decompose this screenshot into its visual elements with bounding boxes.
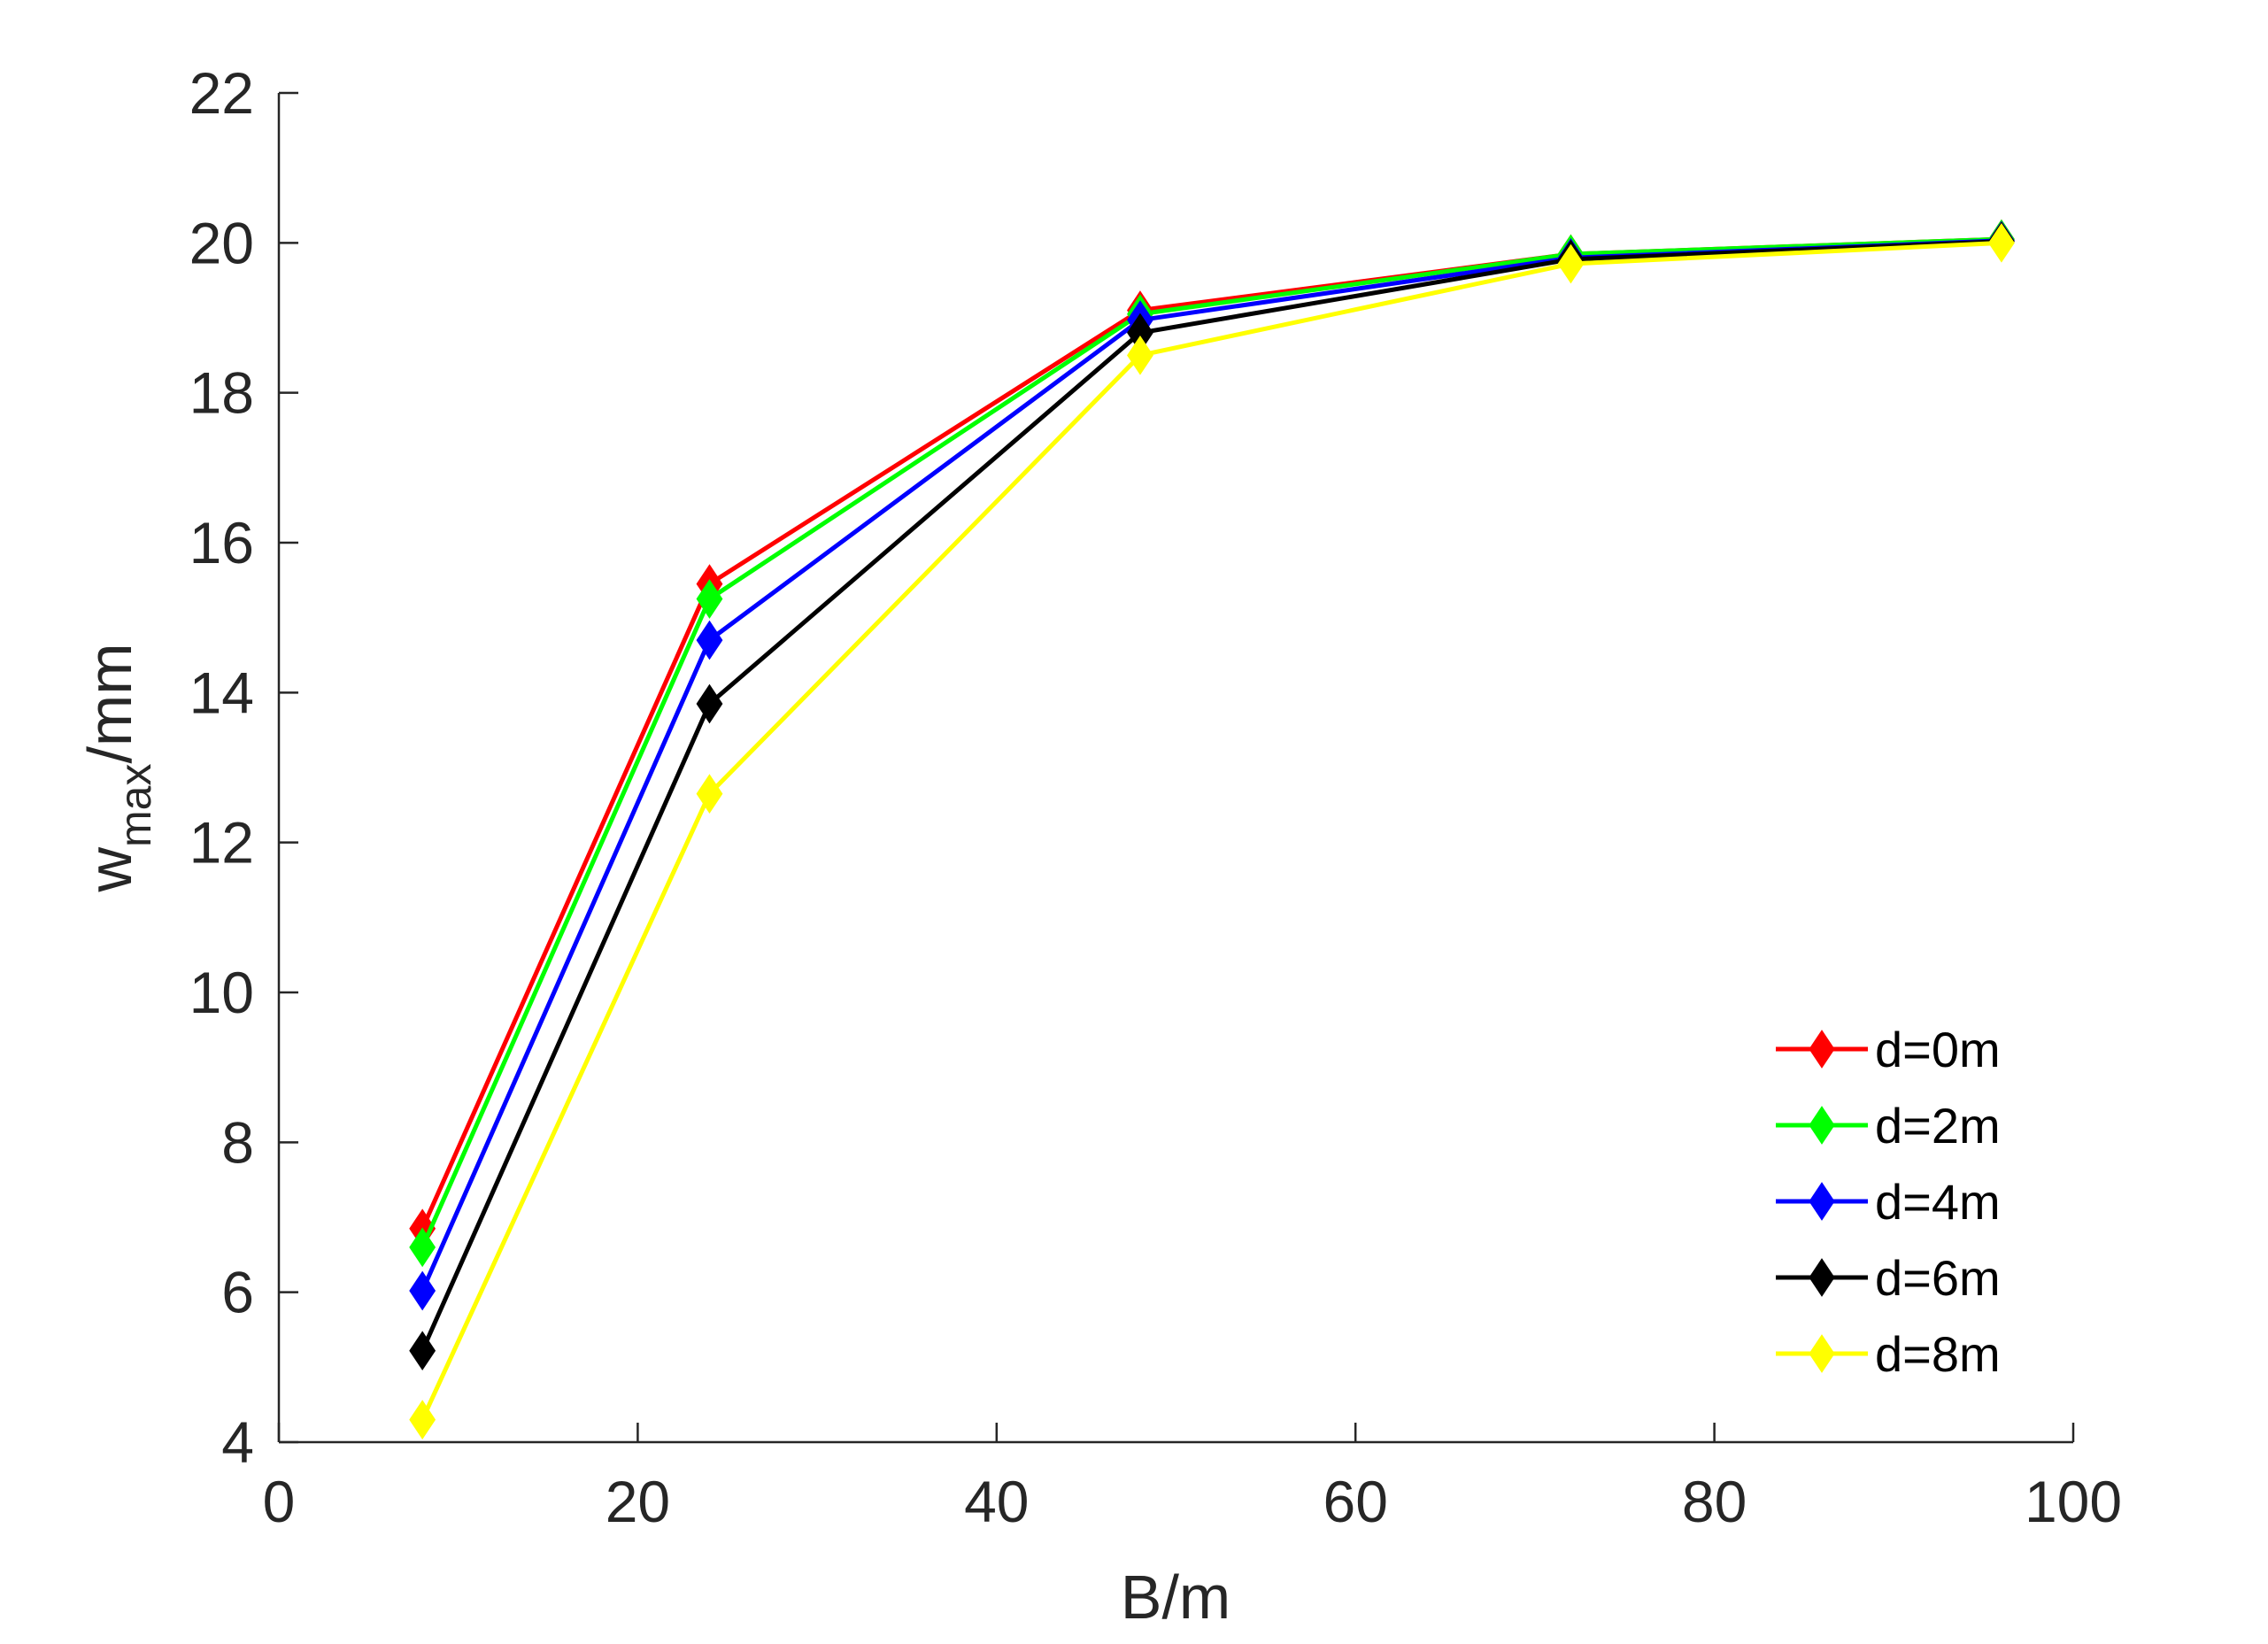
y-axis-label: wmax/mm	[75, 643, 160, 892]
axes: 0 20 40 60 80 100 4 6 8 10 12 14 16 18 20 22	[189, 60, 2122, 1534]
series-layer	[409, 219, 2015, 1439]
y-tick-label: 8	[221, 1109, 254, 1175]
legend-label: d=6m	[1875, 1250, 2001, 1306]
data-point	[1988, 222, 2015, 263]
y-tick-label: 4	[221, 1409, 254, 1475]
legend-item: d=2m	[1776, 1098, 2001, 1154]
legend: d=0m d=2m d=4m d=6m d=8m	[1776, 1022, 2001, 1382]
data-point	[409, 1227, 436, 1268]
y-axis-label-unit: /mm	[75, 643, 144, 763]
legend-label: d=2m	[1875, 1098, 2001, 1154]
data-point	[696, 620, 723, 660]
legend-item: d=6m	[1776, 1250, 2001, 1306]
y-tick-label: 20	[189, 210, 254, 275]
legend-swatch-marker	[1809, 1106, 1835, 1145]
data-point	[1557, 243, 1585, 284]
legend-label: d=0m	[1875, 1022, 2001, 1077]
legend-swatch-marker	[1809, 1258, 1835, 1297]
legend-item: d=4m	[1776, 1174, 2001, 1230]
series-5	[409, 222, 2015, 1439]
legend-label: d=4m	[1875, 1174, 2001, 1230]
y-axis-label-subscript: max	[111, 764, 160, 847]
x-tick-label: 60	[1323, 1469, 1387, 1534]
data-point	[409, 1400, 436, 1439]
y-tick-label: 10	[189, 960, 254, 1025]
legend-item: d=0m	[1776, 1022, 2001, 1077]
y-tick-label: 12	[189, 810, 254, 876]
x-tick-label: 0	[263, 1469, 296, 1534]
y-tick-label: 6	[221, 1260, 254, 1325]
legend-swatch-marker	[1809, 1030, 1835, 1069]
x-tick-label: 20	[606, 1469, 670, 1534]
x-tick-label: 100	[2025, 1469, 2122, 1534]
data-point	[696, 579, 723, 619]
x-tick-label: 80	[1682, 1469, 1747, 1534]
data-point	[409, 1270, 436, 1311]
x-tick-label: 40	[964, 1469, 1029, 1534]
y-tick-label: 18	[189, 360, 254, 426]
data-point	[696, 683, 723, 724]
plot-background	[279, 93, 2073, 1442]
x-axis-label: B/m	[1121, 1563, 1230, 1632]
y-axis-label-main: w	[75, 847, 144, 893]
data-point	[409, 1331, 436, 1371]
legend-item: d=8m	[1776, 1326, 2001, 1382]
data-point	[696, 774, 723, 814]
y-tick-label: 16	[189, 510, 254, 575]
legend-swatch-marker	[1809, 1334, 1835, 1373]
data-point	[1127, 335, 1153, 375]
y-tick-label: 22	[189, 60, 254, 126]
legend-label: d=8m	[1875, 1326, 2001, 1382]
y-tick-label: 14	[189, 660, 254, 725]
legend-swatch-marker	[1809, 1182, 1835, 1221]
